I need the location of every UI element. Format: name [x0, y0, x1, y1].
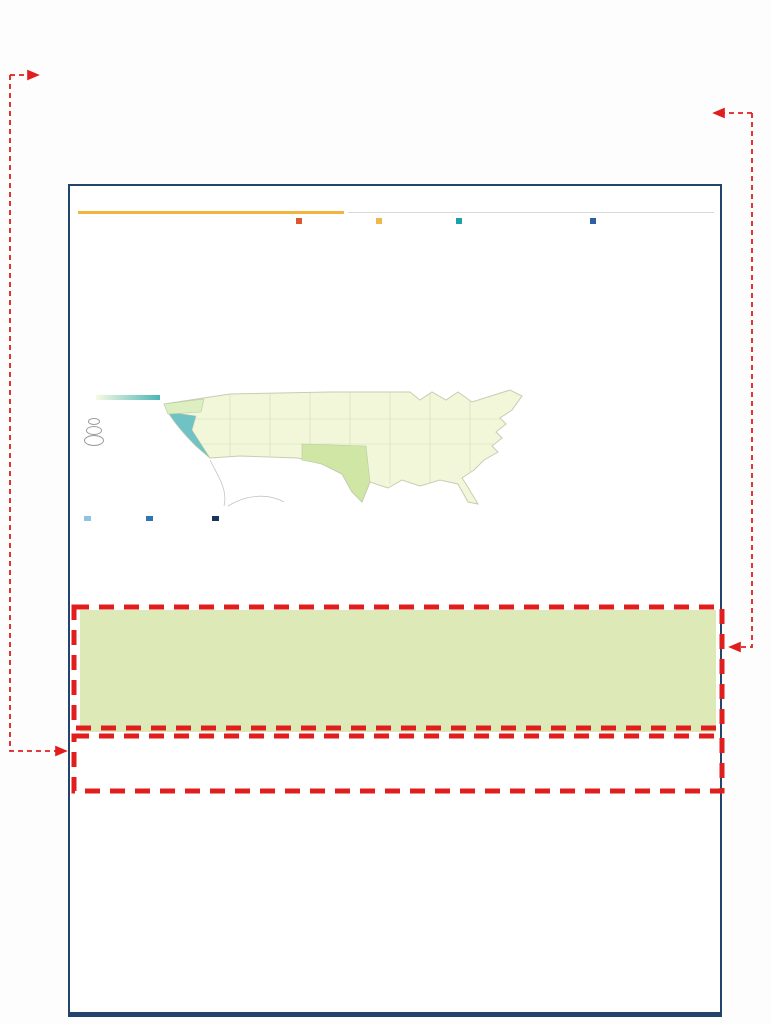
new-swatch-icon	[84, 516, 91, 521]
segmentation-row	[80, 742, 716, 790]
donut-hole	[147, 254, 223, 295]
cumulative-swatch-icon	[212, 516, 219, 521]
new-repeat-chart[interactable]	[80, 536, 398, 610]
demand-strip-chart[interactable]	[80, 320, 714, 376]
california-state	[167, 411, 211, 459]
mexico-outline	[209, 459, 285, 507]
repeat-swatch-icon	[146, 516, 153, 521]
customer-details-panel[interactable]	[82, 888, 400, 1006]
order-value-distribution[interactable]	[406, 890, 716, 942]
category-treemap[interactable]	[82, 796, 396, 878]
bubble-size-big-icon	[84, 435, 104, 446]
cohort-retention-heatmap[interactable]	[80, 610, 716, 732]
geo-map[interactable]	[80, 384, 714, 512]
legend-office-supplies[interactable]	[376, 218, 385, 224]
us-map-svg	[163, 389, 523, 507]
legend-new[interactable]	[84, 516, 94, 521]
customer-count-chart[interactable]	[406, 788, 716, 880]
acquisition-chart[interactable]	[406, 536, 716, 610]
donut-chart[interactable]	[127, 244, 243, 308]
revenue-gradient-scale	[96, 395, 160, 400]
buying-pattern-chart[interactable]	[406, 952, 716, 1014]
washington-state	[163, 398, 205, 415]
active-tab-underline	[78, 211, 344, 214]
bubble-size-small-icon	[88, 418, 100, 425]
orders-swatch-icon	[590, 218, 596, 224]
legend-furniture[interactable]	[296, 218, 305, 224]
office-supplies-swatch-icon	[376, 218, 382, 224]
furniture-swatch-icon	[296, 218, 302, 224]
tab-divider-line	[348, 212, 714, 213]
legend-technology[interactable]	[456, 218, 465, 224]
left-callout-line	[9, 75, 68, 757]
bubble-size-mid-icon	[86, 426, 102, 435]
texas-state	[301, 443, 371, 503]
month-trend-chart[interactable]	[296, 232, 716, 310]
donut-ring	[127, 244, 243, 305]
dashboard-window	[68, 184, 722, 1017]
technology-swatch-icon	[456, 218, 462, 224]
legend-repeat[interactable]	[146, 516, 156, 521]
right-callout-line	[728, 113, 753, 653]
legend-no-of-orders[interactable]	[590, 218, 599, 224]
legend-cumulative[interactable]	[212, 516, 222, 521]
